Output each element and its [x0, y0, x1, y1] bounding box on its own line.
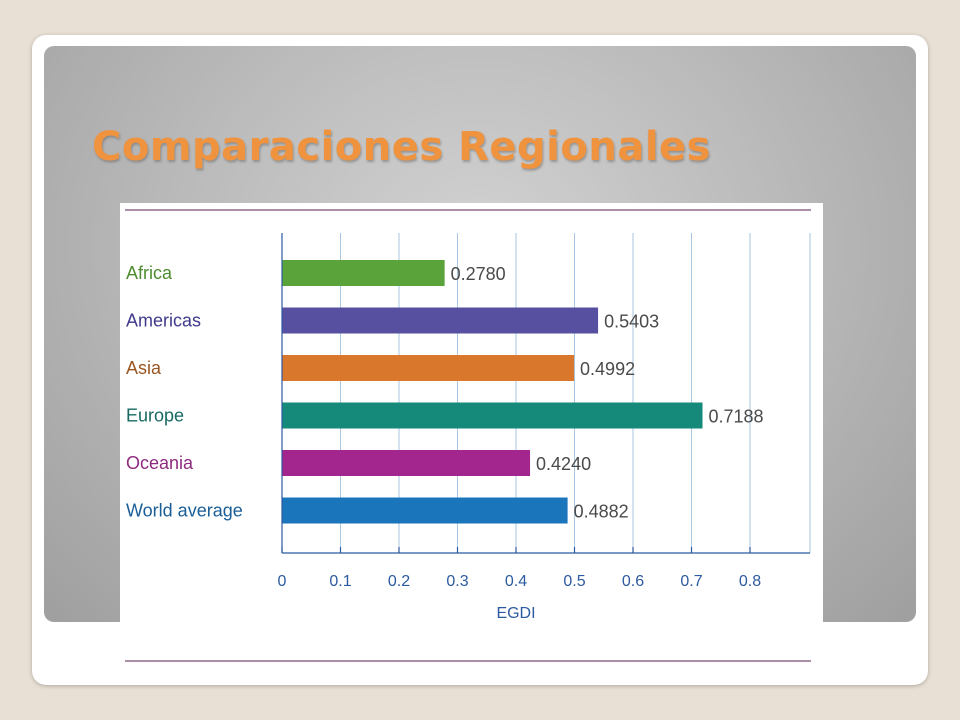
chart-panel: Africa Americas Asia Europe Oceania World ave… [120, 203, 823, 675]
category-label: Europe [126, 406, 184, 426]
value-label: 0.5403 [604, 312, 659, 332]
x-tick-label: 0.8 [739, 573, 761, 590]
egdi-bar-chart: Africa Americas Asia Europe Oceania World ave… [125, 209, 811, 662]
x-axis [281, 233, 810, 554]
bar [282, 260, 445, 286]
value-label: 0.7188 [708, 407, 763, 427]
value-labels: 0.2780 0.5403 0.4992 0.7188 0.4240 0.4882 [451, 264, 764, 522]
bars [282, 260, 703, 524]
category-label: Asia [126, 358, 162, 378]
x-tick-label: 0.2 [388, 573, 410, 590]
x-tick-label: 0.5 [563, 573, 585, 590]
category-label: World average [126, 501, 243, 521]
category-label: Oceania [126, 453, 194, 473]
bar [282, 402, 703, 429]
x-tick-label: 0 [278, 573, 287, 590]
value-label: 0.4240 [536, 454, 591, 474]
bar [282, 355, 575, 381]
bar [282, 497, 568, 524]
category-label: Africa [126, 263, 173, 283]
x-tick-labels: 0 0.1 0.2 0.3 0.4 0.5 0.6 0.7 0.8 [278, 573, 762, 590]
x-axis-label: EGDI [496, 605, 535, 622]
value-label: 0.2780 [451, 264, 506, 284]
x-tick-label: 0.6 [622, 573, 644, 590]
bar [282, 450, 531, 476]
value-label: 0.4882 [574, 502, 629, 522]
category-labels: Africa Americas Asia Europe Oceania World ave… [126, 263, 243, 521]
x-tick-label: 0.4 [505, 573, 527, 590]
bar [282, 307, 599, 334]
x-tick-label: 0.1 [329, 573, 351, 590]
slide-title: Comparaciones Regionales [92, 124, 711, 170]
value-label: 0.4992 [580, 359, 635, 379]
x-tick-label: 0.7 [680, 573, 702, 590]
category-label: Americas [126, 311, 201, 331]
x-tick-label: 0.3 [446, 573, 468, 590]
